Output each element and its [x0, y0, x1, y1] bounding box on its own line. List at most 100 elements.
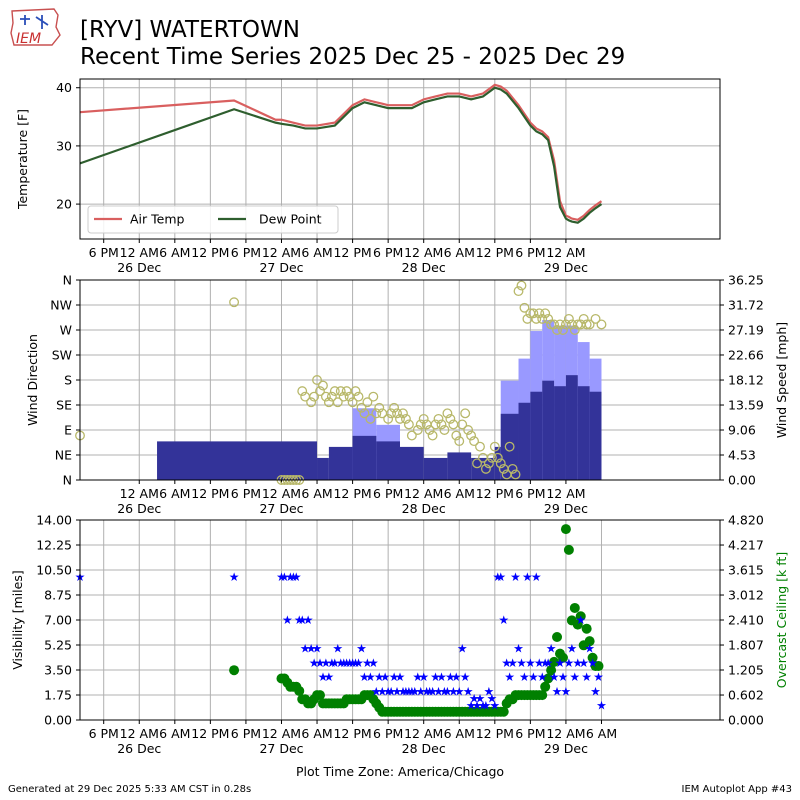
visibility-star: ★: [401, 684, 412, 698]
x-tick-label: 12 AM: [404, 245, 443, 260]
visibility-star: ★: [472, 699, 483, 713]
visibility-star: ★: [365, 670, 376, 684]
visibility-star: ★: [424, 684, 435, 698]
wind-direction-point: [510, 469, 521, 480]
visibility-star: ★: [504, 670, 515, 684]
x-tick-label: 6 PM: [515, 245, 545, 260]
wind-direction-point: [581, 319, 592, 330]
timezone-label: Plot Time Zone: America/Chicago: [296, 764, 504, 779]
ceiling-point: [584, 636, 595, 647]
x-tick-label: 6 PM: [515, 726, 545, 741]
x-tick-label: 12 AM: [120, 486, 159, 501]
visibility-star: ★: [291, 570, 302, 584]
x-tick-label: 12 AM: [262, 486, 301, 501]
visibility-star: ★: [427, 684, 438, 698]
visibility-star: ★: [484, 684, 495, 698]
visibility-tick-label: 12.25: [36, 538, 72, 553]
wind-direction-point: [400, 413, 411, 424]
speed-tick-label: 0.00: [728, 473, 756, 488]
x-tick-label: 12 AM: [546, 726, 585, 741]
x-tick-label: 12 PM: [191, 245, 229, 260]
wind-direction-point: [475, 441, 485, 452]
wind-direction-point: [486, 452, 497, 463]
visibility-star: ★: [516, 656, 527, 670]
ceiling-tick-label: 1.807: [728, 638, 764, 653]
wind-direction-point: [489, 441, 500, 452]
wind-speed-bar: [328, 446, 353, 480]
ceiling-point: [315, 690, 325, 701]
visibility-star: ★: [564, 656, 575, 670]
x-tick-date-label: 28 Dec: [402, 260, 446, 275]
wind-speed-bar: [447, 452, 472, 480]
wind-direction-point: [460, 408, 471, 419]
wind-speed-bar: [530, 391, 543, 480]
visibility-star: ★: [581, 670, 592, 684]
wind-direction-point: [371, 408, 382, 419]
wind-direction-point: [332, 397, 343, 408]
visibility-star: ★: [492, 570, 503, 584]
visibility-star: ★: [507, 656, 518, 670]
visibility-star: ★: [300, 642, 311, 656]
wind-direction-point: [578, 313, 589, 324]
wind-direction-point: [433, 413, 444, 424]
wind-direction-point: [347, 397, 358, 408]
visibility-tick-label: 3.50: [44, 663, 72, 678]
visibility-star: ★: [448, 684, 459, 698]
x-tick-label: 6 PM: [231, 245, 261, 260]
y-tick-label: 20: [56, 197, 72, 212]
chart-title: [RYV] WATERTOWN: [80, 17, 300, 43]
ceiling-point: [498, 706, 509, 717]
visibility-star: ★: [439, 684, 450, 698]
x-tick-label: 6 AM: [301, 726, 332, 741]
wind-speed-bar: [400, 446, 424, 480]
ceiling-tick-label: 3.012: [728, 588, 764, 603]
x-tick-label: 12 AM: [404, 486, 443, 501]
app-label: IEM Autoplot App #43: [681, 784, 792, 795]
visibility-star: ★: [561, 684, 572, 698]
visibility-star: ★: [332, 642, 343, 656]
visibility-star: ★: [229, 570, 240, 584]
dew-point-line: [79, 86, 603, 224]
visibility-star: ★: [578, 656, 589, 670]
x-tick-label: 12 AM: [262, 726, 301, 741]
visibility-star: ★: [569, 670, 580, 684]
wind-direction-point: [326, 391, 337, 402]
ceiling-tick-label: 0.602: [728, 688, 764, 703]
ceiling-point: [593, 661, 604, 672]
visibility-star: ★: [475, 692, 486, 706]
wind-direction-point: [442, 408, 453, 419]
y-tick-label: 30: [56, 138, 72, 153]
x-tick-date-label: 28 Dec: [402, 741, 446, 756]
visibility-tick-label: 5.25: [44, 638, 72, 653]
visibility-star: ★: [522, 570, 533, 584]
x-tick-label: 12 AM: [120, 726, 159, 741]
speed-tick-label: 22.66: [728, 347, 764, 362]
direction-tick-label: N: [63, 273, 72, 288]
visibility-star: ★: [344, 656, 355, 670]
wind-speed-bar: [157, 441, 318, 480]
visibility-star: ★: [469, 692, 480, 706]
wind-direction-point: [466, 430, 477, 441]
ceiling-point: [543, 673, 554, 684]
wind-direction-point: [418, 413, 429, 424]
visibility-star: ★: [415, 684, 426, 698]
wind-direction-point: [365, 413, 376, 424]
x-tick-label: 12 PM: [476, 486, 514, 501]
visibility-star: ★: [534, 656, 545, 670]
visibility-star: ★: [466, 699, 477, 713]
visibility-star: ★: [489, 699, 500, 713]
wind-direction-point: [374, 402, 385, 413]
x-tick-label: 6 AM: [301, 486, 332, 501]
visibility-star: ★: [478, 699, 489, 713]
visibility-star: ★: [501, 656, 512, 670]
y-tick-label: 40: [56, 80, 72, 95]
direction-tick-label: W: [60, 323, 72, 338]
temperature-axis-label: Temperature [F]: [15, 109, 30, 210]
wind-direction-point: [463, 425, 474, 435]
visibility-star: ★: [566, 642, 577, 656]
temperature-frame: [79, 78, 721, 240]
direction-tick-label: NW: [50, 298, 72, 313]
visibility-star: ★: [368, 656, 379, 670]
visibility-star: ★: [321, 656, 332, 670]
air-temp-line: [79, 83, 603, 221]
